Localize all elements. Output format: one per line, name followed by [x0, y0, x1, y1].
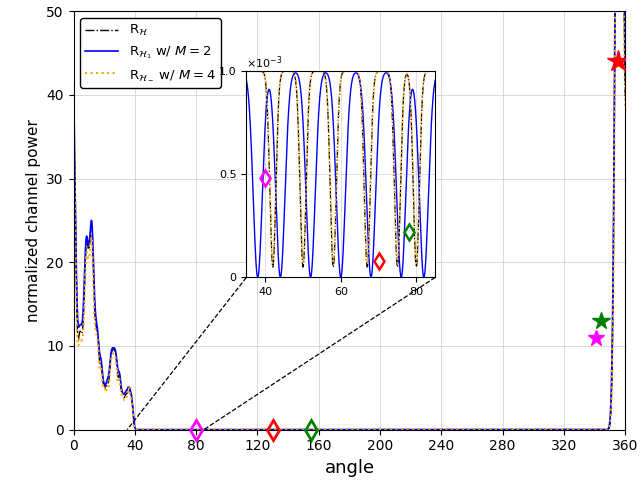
Y-axis label: normalized channel power: normalized channel power [26, 119, 41, 322]
$\mathrm{R}_{\mathcal{H}_-}$ w/ $M = 4$ [488, 427, 496, 433]
$\mathrm{R}_{\mathcal{H}_1}$ w/ $M = 2$ [621, 72, 629, 78]
$\mathrm{R}_{\mathcal{H}_-}$ w/ $M = 4$ [591, 427, 599, 433]
$\mathrm{R}_{\mathcal{H}_-}$ w/ $M = 4$ [331, 427, 339, 433]
Legend: $\mathrm{R}_{\mathcal{H}}$, $\mathrm{R}_{\mathcal{H}_1}$ w/ $M = 2$, $\mathrm{R}: $\mathrm{R}_{\mathcal{H}}$, $\mathrm{R}_… [80, 18, 221, 87]
$\mathrm{R}_{\mathcal{H}_1}$ w/ $M = 2$ [488, 427, 496, 433]
Line: $\mathrm{R}_{\mathcal{H}_1}$ w/ $M = 2$: $\mathrm{R}_{\mathcal{H}_1}$ w/ $M = 2$ [74, 0, 625, 430]
$\mathrm{R}_{\mathcal{H}}$ [473, 427, 481, 433]
$\mathrm{R}_{\mathcal{H}_-}$ w/ $M = 4$ [257, 427, 265, 433]
Line: $\mathrm{R}_{\mathcal{H}}$: $\mathrm{R}_{\mathcal{H}}$ [74, 0, 625, 430]
$\mathrm{R}_{\mathcal{H}_-}$ w/ $M = 4$ [181, 427, 189, 433]
$\mathrm{R}_{\mathcal{H}_1}$ w/ $M = 2$ [70, 78, 77, 84]
$\mathrm{R}_{\mathcal{H}}$ [591, 427, 599, 433]
Line: $\mathrm{R}_{\mathcal{H}_-}$ w/ $M = 4$: $\mathrm{R}_{\mathcal{H}_-}$ w/ $M = 4$ [74, 0, 625, 430]
X-axis label: angle: angle [324, 459, 374, 477]
$\mathrm{R}_{\mathcal{H}}$ [257, 427, 265, 433]
Text: $\times 10^{-3}$: $\times 10^{-3}$ [246, 55, 283, 71]
$\mathrm{R}_{\mathcal{H}_1}$ w/ $M = 2$ [591, 427, 599, 433]
$\mathrm{R}_{\mathcal{H}}$ [488, 427, 496, 433]
$\mathrm{R}_{\mathcal{H}_1}$ w/ $M = 2$ [598, 427, 606, 433]
$\mathrm{R}_{\mathcal{H}_1}$ w/ $M = 2$ [473, 427, 481, 433]
$\mathrm{R}_{\mathcal{H}}$ [331, 427, 339, 433]
$\mathrm{R}_{\mathcal{H}}$ [70, 100, 77, 106]
$\mathrm{R}_{\mathcal{H}_-}$ w/ $M = 4$ [473, 427, 481, 433]
$\mathrm{R}_{\mathcal{H}_-}$ w/ $M = 4$ [70, 111, 77, 117]
$\mathrm{R}_{\mathcal{H}_-}$ w/ $M = 4$ [598, 427, 606, 433]
$\mathrm{R}_{\mathcal{H}_-}$ w/ $M = 4$ [621, 106, 629, 112]
$\mathrm{R}_{\mathcal{H}_1}$ w/ $M = 2$ [257, 427, 265, 433]
$\mathrm{R}_{\mathcal{H}_1}$ w/ $M = 2$ [331, 427, 339, 433]
$\mathrm{R}_{\mathcal{H}}$ [184, 427, 192, 433]
$\mathrm{R}_{\mathcal{H}_1}$ w/ $M = 2$ [193, 427, 201, 433]
$\mathrm{R}_{\mathcal{H}}$ [598, 427, 606, 433]
$\mathrm{R}_{\mathcal{H}}$ [621, 95, 629, 101]
